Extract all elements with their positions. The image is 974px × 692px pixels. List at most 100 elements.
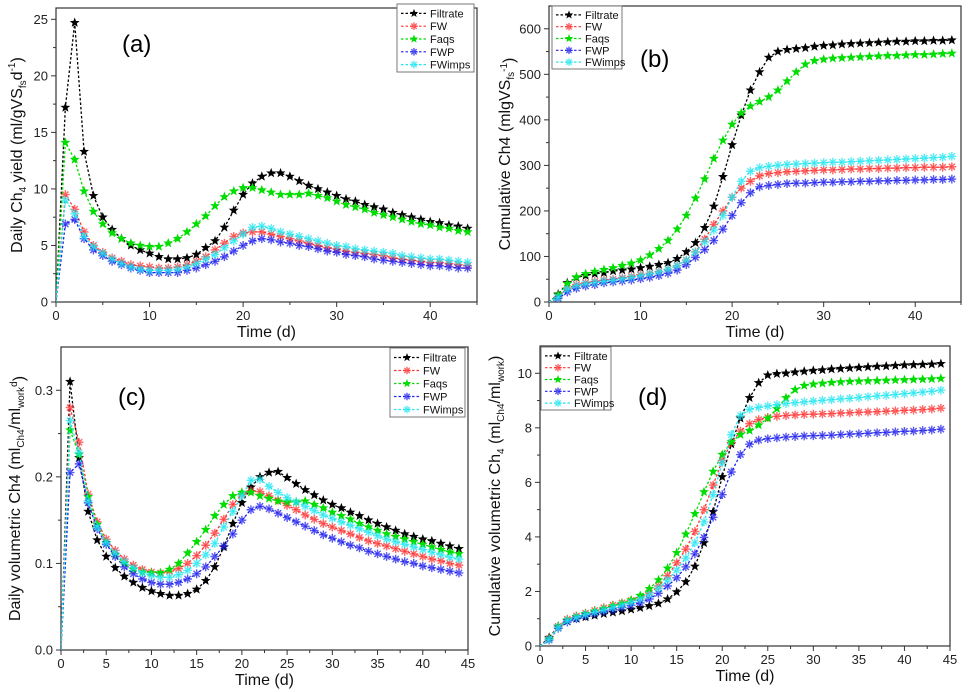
- data-point: [408, 531, 419, 541]
- data-point: [727, 192, 737, 202]
- legend-label: FWimps: [574, 398, 615, 410]
- data-point: [672, 261, 682, 270]
- data-point: [699, 533, 709, 542]
- data-point: [772, 433, 782, 443]
- data-point: [727, 119, 738, 129]
- data-point: [294, 241, 304, 250]
- data-point: [303, 188, 314, 198]
- data-point: [782, 75, 792, 86]
- data-point: [107, 254, 117, 264]
- data-point: [699, 505, 709, 515]
- data-point: [201, 562, 211, 572]
- plot-area: [549, 34, 957, 302]
- data-point: [147, 578, 156, 587]
- y-axis-title-part: ): [487, 356, 504, 361]
- data-point: [284, 189, 295, 199]
- legend-label: FWimps: [430, 60, 471, 72]
- panel-label: (b): [640, 46, 669, 73]
- data-point: [718, 211, 728, 220]
- legend-label: Faqs: [430, 34, 455, 46]
- series-fw: [56, 190, 473, 302]
- y-tick-label: 25: [34, 12, 48, 27]
- data-point: [689, 561, 700, 571]
- data-point: [417, 539, 428, 549]
- data-point: [855, 176, 865, 186]
- legend-marker: [409, 8, 419, 18]
- data-point: [201, 254, 211, 264]
- data-point: [791, 66, 802, 77]
- data-point: [97, 218, 108, 229]
- data-point: [782, 160, 792, 169]
- data-point: [562, 284, 572, 294]
- data-point: [83, 496, 93, 506]
- data-point: [726, 430, 736, 440]
- data-point: [444, 262, 454, 272]
- data-point: [117, 259, 126, 268]
- data-point: [229, 236, 239, 246]
- data-point: [663, 235, 673, 245]
- data-point: [853, 362, 864, 372]
- data-point: [909, 388, 918, 398]
- data-point: [928, 49, 939, 59]
- data-point: [294, 236, 304, 246]
- data-point: [799, 380, 810, 390]
- data-point: [790, 366, 801, 377]
- data-point: [709, 236, 719, 245]
- data-point: [462, 226, 473, 237]
- y-axis-title-part: 4: [18, 186, 29, 192]
- data-point: [445, 552, 455, 562]
- data-point: [318, 495, 329, 505]
- data-point: [238, 241, 248, 250]
- y-tick-label: 500: [519, 67, 541, 82]
- data-point: [736, 411, 745, 420]
- x-tick-label: 25: [280, 656, 294, 671]
- legend-item: Faqs: [556, 34, 610, 46]
- data-point: [156, 572, 165, 582]
- data-point: [237, 515, 247, 525]
- data-point: [764, 169, 774, 178]
- data-point: [908, 374, 919, 384]
- data-point: [827, 430, 836, 440]
- data-point: [763, 91, 774, 102]
- data-point: [626, 264, 637, 274]
- legend-box: [551, 5, 623, 70]
- data-point: [418, 545, 428, 554]
- data-point: [544, 635, 554, 644]
- legend-box: [396, 3, 475, 73]
- data-point: [617, 274, 627, 284]
- data-point: [826, 363, 837, 374]
- data-point: [373, 531, 382, 541]
- data-point: [227, 518, 238, 528]
- data-point: [294, 232, 304, 241]
- data-point: [107, 227, 118, 238]
- data-point: [746, 176, 755, 186]
- data-point: [690, 538, 700, 548]
- y-tick-label: 5: [41, 238, 48, 253]
- y-axis-title: Cumulative Ch4 (mlgVSfs-1): [497, 58, 518, 251]
- data-point: [910, 175, 920, 185]
- data-point: [772, 46, 783, 56]
- data-point: [699, 537, 709, 548]
- data-point: [689, 508, 700, 518]
- data-point: [436, 550, 446, 560]
- data-point: [246, 505, 256, 515]
- data-point: [644, 600, 655, 611]
- data-point: [791, 178, 801, 188]
- y-axis-title-part: work: [16, 386, 27, 409]
- data-point: [881, 406, 891, 416]
- data-point: [644, 261, 655, 271]
- y-tick-label: 0.0: [35, 643, 53, 658]
- data-point: [680, 528, 691, 539]
- data-point: [248, 236, 257, 246]
- legend-item: FWimps: [556, 57, 626, 69]
- data-point: [327, 533, 337, 543]
- data-point: [763, 401, 773, 411]
- data-point: [174, 578, 183, 587]
- data-point: [764, 181, 774, 190]
- data-point: [800, 178, 810, 188]
- data-point: [763, 52, 774, 62]
- data-point: [172, 233, 183, 243]
- data-point: [434, 222, 445, 232]
- data-point: [200, 575, 211, 585]
- data-point: [327, 499, 338, 509]
